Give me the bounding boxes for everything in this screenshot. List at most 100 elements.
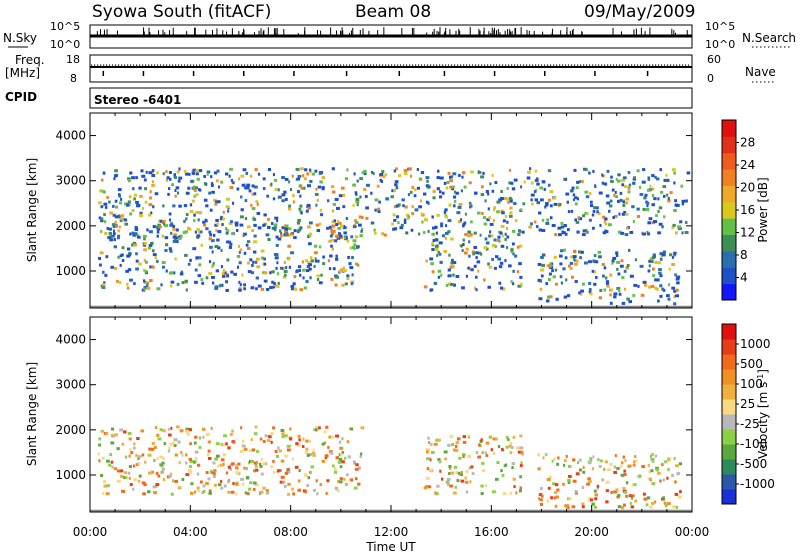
time-tick-label: 00:00 — [73, 525, 108, 539]
cpid-panel-frame — [89, 87, 693, 109]
power-cell — [606, 169, 610, 173]
power-cell — [651, 187, 655, 191]
power-cell — [125, 282, 129, 286]
velocity-y-tick-label: 3000 — [55, 378, 86, 392]
velocity-cell — [250, 438, 253, 442]
power-cell — [225, 205, 230, 209]
velocity-cell — [253, 461, 258, 465]
power-cell — [508, 214, 513, 218]
nave-dot — [451, 64, 453, 66]
velocity-cell — [651, 460, 655, 464]
power-cell — [505, 246, 509, 250]
velocity-cell — [184, 429, 189, 433]
power-cell — [349, 266, 354, 270]
power-cell — [541, 228, 546, 232]
nave-dot — [391, 64, 393, 66]
velocity-cell — [284, 454, 288, 458]
power-cell — [143, 237, 146, 241]
power-cell — [169, 271, 173, 275]
velocity-cell — [180, 451, 183, 455]
power-cell — [281, 199, 285, 203]
power-cell — [229, 242, 233, 246]
nave-dot — [679, 64, 681, 66]
power-cell — [226, 209, 230, 213]
velocity-cell — [243, 466, 246, 470]
power-cell — [279, 229, 282, 233]
nave-dot — [97, 64, 99, 66]
velocity-cell — [280, 429, 285, 433]
power-cell — [659, 257, 663, 261]
velocity-cell — [119, 428, 124, 432]
power-cell — [172, 235, 177, 239]
power-cell — [332, 267, 336, 271]
velocity-cell — [287, 482, 291, 486]
power-cell — [361, 227, 364, 231]
power-cell — [536, 177, 539, 181]
nave-dot — [112, 64, 114, 66]
nave-dot — [199, 64, 201, 66]
power-cell — [441, 234, 445, 238]
power-cell — [260, 256, 265, 260]
velocity-cell — [116, 479, 121, 483]
velocity-cell — [160, 463, 163, 467]
power-cell — [156, 287, 161, 291]
nave-dot — [235, 64, 237, 66]
power-cell — [135, 259, 139, 263]
power-cell — [225, 172, 229, 176]
power-cell — [146, 286, 151, 290]
power-cell — [417, 232, 421, 236]
velocity-cell — [248, 487, 252, 491]
power-cell — [429, 257, 434, 261]
power-cell — [200, 277, 204, 281]
power-cell — [198, 211, 202, 215]
power-cell — [448, 203, 452, 207]
power-cell — [527, 170, 531, 174]
velocity-cell — [129, 483, 133, 487]
nave-drop — [443, 71, 446, 76]
power-cell — [283, 233, 287, 237]
power-cell — [206, 172, 209, 176]
velocity-cell — [111, 427, 115, 431]
power-cell — [343, 231, 347, 235]
velocity-cell — [325, 425, 329, 429]
power-cell — [146, 281, 150, 285]
velocity-cell — [199, 480, 203, 484]
power-cell — [416, 168, 419, 172]
power-cell — [395, 204, 400, 208]
power-cell — [398, 174, 402, 178]
power-cell — [601, 262, 605, 266]
velocity-y-tick-label: 4000 — [55, 333, 86, 347]
power-cell — [677, 227, 682, 231]
velocity-cell — [588, 497, 592, 501]
power-cell — [456, 211, 461, 215]
velocity-cell — [282, 475, 285, 479]
power-cell — [119, 263, 122, 267]
power-cell — [566, 228, 570, 232]
power-cell — [340, 268, 345, 272]
velocity-cell — [110, 460, 114, 464]
velocity-cell — [645, 503, 649, 507]
power-cell — [613, 193, 616, 197]
power-cell — [156, 227, 161, 231]
power-cell — [118, 225, 121, 229]
power-cell — [511, 242, 515, 246]
velocity-cell — [589, 458, 593, 462]
velocity-cell — [207, 449, 211, 453]
power-cell — [346, 277, 350, 281]
power-cell — [100, 219, 104, 223]
nave-dot — [583, 64, 585, 66]
power-cell — [477, 171, 482, 175]
velocity-cell — [232, 440, 236, 444]
nave-dot — [604, 64, 606, 66]
power-cell — [98, 216, 102, 220]
power-cell — [112, 204, 115, 208]
power-cell — [168, 170, 172, 174]
power-cell — [607, 223, 612, 227]
power-cell — [197, 188, 201, 192]
velocity-cell — [554, 483, 559, 487]
velocity-cell — [509, 451, 513, 455]
nave-dot — [214, 64, 216, 66]
power-cell — [554, 268, 558, 272]
velocity-cell — [128, 476, 131, 480]
power-cell — [194, 186, 198, 190]
